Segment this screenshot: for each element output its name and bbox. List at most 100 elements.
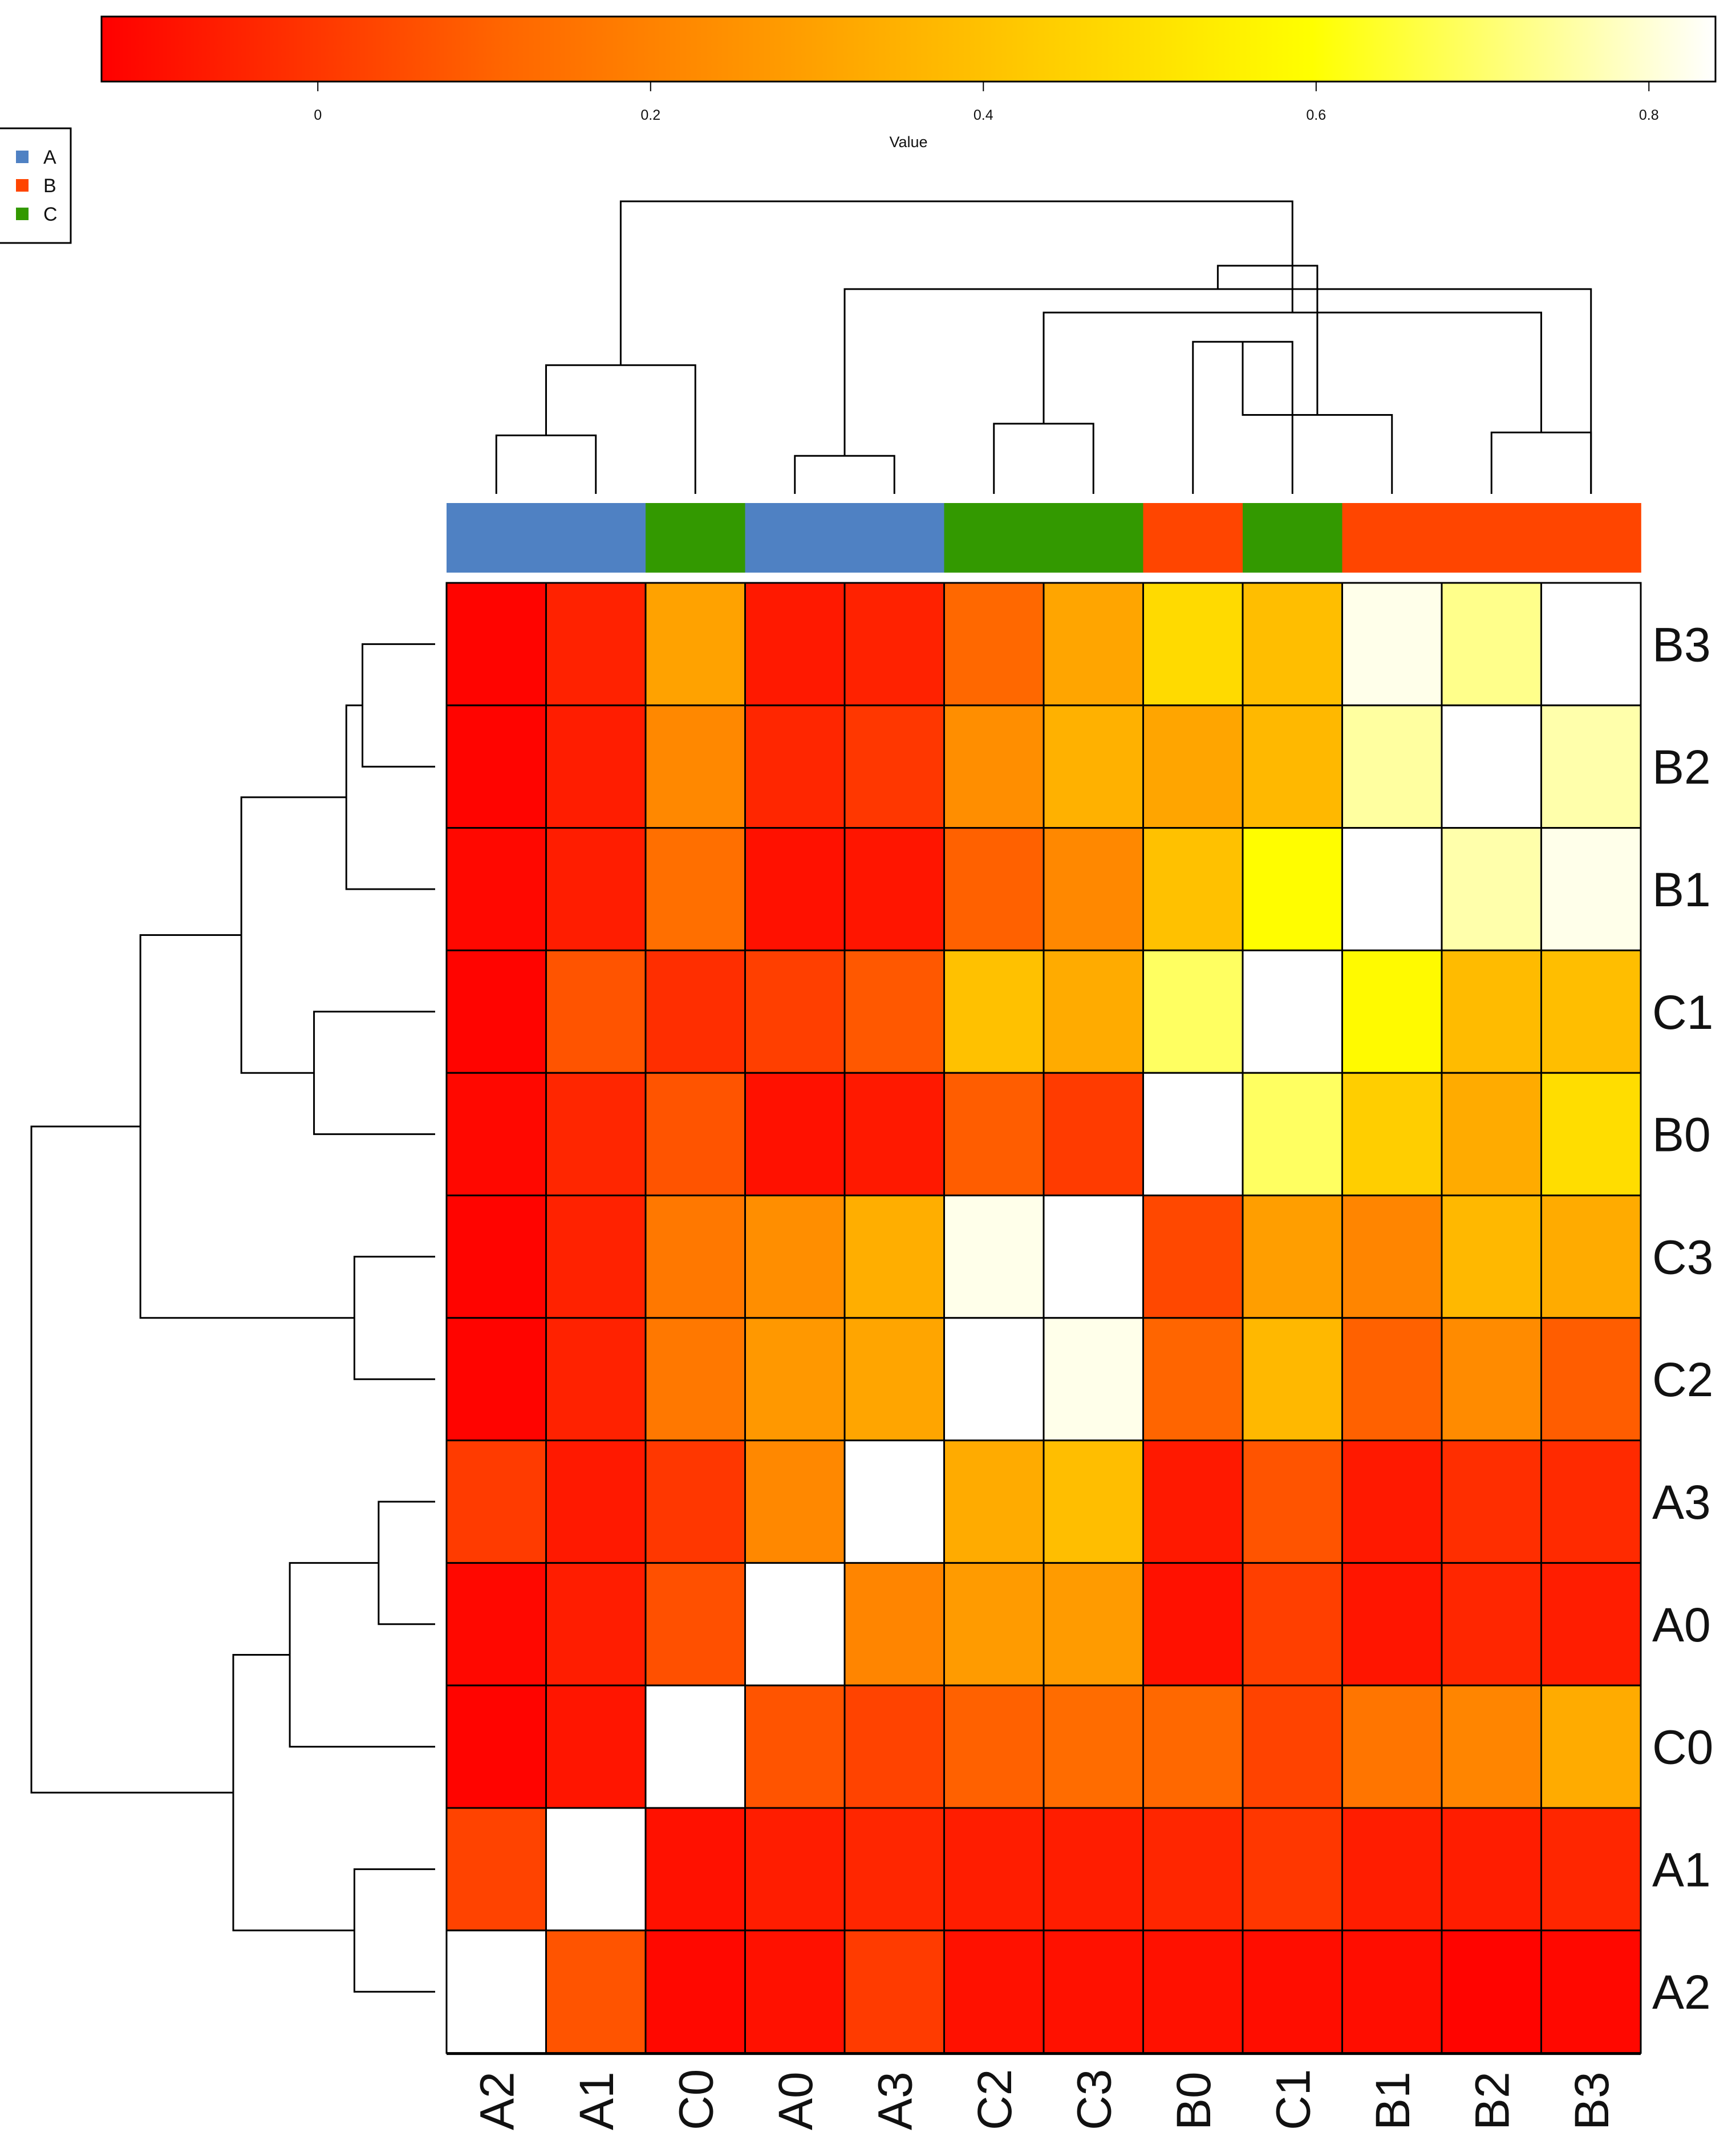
heatmap-cell-a0-a3 <box>843 1562 945 1686</box>
colorbar-ticks: 0 0.2 0.4 0.6 0.8 <box>314 82 1659 123</box>
row-dendrogram-link <box>240 796 347 1074</box>
heatmap-cell-b1-a1 <box>545 827 647 951</box>
heatmap-cell-b0-b0 <box>1142 1072 1244 1197</box>
heatmap-cell-c2-c2 <box>943 1317 1045 1442</box>
heatmap-cell-b2-c2 <box>943 704 1045 829</box>
row-label-c3: C3 <box>1652 1230 1713 1284</box>
heatmap-cell-a3-c1 <box>1242 1440 1343 1564</box>
row-label-b3: B3 <box>1652 618 1711 671</box>
heatmap-cell-c3-b0 <box>1142 1194 1244 1319</box>
heatmap-cell-a3-c2 <box>943 1440 1045 1564</box>
heatmap-cell-a3-b3 <box>1540 1440 1642 1564</box>
heatmap-cell-b3-b0 <box>1142 582 1244 707</box>
heatmap-cell-c1-a2 <box>445 949 547 1074</box>
heatmap-cell-a3-a3 <box>843 1440 945 1564</box>
heatmap-cell-b0-a1 <box>545 1072 647 1197</box>
heatmap-cell-a2-b1 <box>1341 1929 1443 2054</box>
heatmap-cell-a2-c2 <box>943 1929 1045 2054</box>
heatmap-cell-a0-c1 <box>1242 1562 1343 1686</box>
heatmap-cell-b3-c3 <box>1043 582 1144 707</box>
column-group-c1 <box>1243 503 1343 573</box>
heatmap-cell-b3-a0 <box>744 582 846 707</box>
heatmap-cell-b2-b0 <box>1142 704 1244 829</box>
column-label-c2: C2 <box>968 2069 1021 2130</box>
heatmap-cell-c1-c2 <box>943 949 1045 1074</box>
heatmap-cell-a1-b0 <box>1142 1807 1244 1932</box>
row-dendrogram-link <box>353 1868 435 1993</box>
heatmap-cell-b1-b3 <box>1540 827 1642 951</box>
heatmap-cell-b0-a0 <box>744 1072 846 1197</box>
legend-label-c: C <box>43 204 58 225</box>
colorbar-gradient <box>100 15 1717 83</box>
heatmap-cell-b2-a0 <box>744 704 846 829</box>
column-group-a3 <box>845 503 945 573</box>
column-label-a0: A0 <box>769 2071 822 2130</box>
heatmap-cell-c3-a1 <box>545 1194 647 1319</box>
column-group-c3 <box>1044 503 1144 573</box>
heatmap-cell-b2-b1 <box>1341 704 1443 829</box>
heatmap-cell-b3-a1 <box>545 582 647 707</box>
column-dendrogram-link <box>1216 265 1319 415</box>
heatmap-cell-c0-b0 <box>1142 1684 1244 1809</box>
heatmap-cell-b2-b3 <box>1540 704 1642 829</box>
row-label-c0: C0 <box>1652 1721 1713 1774</box>
heatmap-cell-b0-a2 <box>445 1072 547 1197</box>
heatmap-cell-a2-a2 <box>445 1929 547 2054</box>
row-label-a3: A3 <box>1652 1475 1711 1529</box>
heatmap-cell-b1-b1 <box>1341 827 1443 951</box>
legend-swatch-c <box>16 208 29 220</box>
heatmap-cell-a2-c3 <box>1043 1929 1144 2054</box>
heatmap-cell-c1-b2 <box>1441 949 1542 1074</box>
heatmap-cell-b0-b2 <box>1441 1072 1542 1197</box>
heatmap-cell-b0-c2 <box>943 1072 1045 1197</box>
heatmap-cell-a1-c1 <box>1242 1807 1343 1932</box>
column-group-bar <box>447 503 1641 573</box>
column-label-b0: B0 <box>1167 2071 1220 2130</box>
heatmap-cell-c0-c1 <box>1242 1684 1343 1809</box>
heatmap-cell-a1-b1 <box>1341 1807 1443 1932</box>
column-label-a3: A3 <box>868 2071 922 2130</box>
heatmap-cell-a3-a1 <box>545 1440 647 1564</box>
heatmap-cell-a0-c2 <box>943 1562 1045 1686</box>
heatmap-cell-a2-b3 <box>1540 1929 1642 2054</box>
heatmap-cell-c0-a3 <box>843 1684 945 1809</box>
heatmap-cell-b0-c0 <box>644 1072 746 1197</box>
column-group-a0 <box>745 503 845 573</box>
column-group-c0 <box>646 503 746 573</box>
heatmap-cell-b3-c2 <box>943 582 1045 707</box>
row-dendrogram-link <box>378 1501 435 1625</box>
heatmap-cell-a1-a2 <box>445 1807 547 1932</box>
column-label-c3: C3 <box>1067 2069 1121 2130</box>
heatmap-cell-b2-a1 <box>545 704 647 829</box>
heatmap-cell-b2-a3 <box>843 704 945 829</box>
heatmap-cell-b2-c0 <box>644 704 746 829</box>
heatmap-cell-c2-c0 <box>644 1317 746 1442</box>
row-label-a0: A0 <box>1652 1598 1711 1652</box>
heatmap-cell-c1-b3 <box>1540 949 1642 1074</box>
column-dendrogram-link <box>843 288 1592 494</box>
colorbar-tick-label: 0.4 <box>974 107 993 123</box>
heatmap-cell-b0-b1 <box>1341 1072 1443 1197</box>
column-label-c0: C0 <box>669 2069 723 2130</box>
heatmap-cell-a1-a0 <box>744 1807 846 1932</box>
colorbar-axis-label: Value <box>889 133 927 151</box>
heatmap-cell-a3-a2 <box>445 1440 547 1564</box>
row-label-b0: B0 <box>1652 1108 1711 1162</box>
colorbar-tick-label: 0.6 <box>1306 107 1326 123</box>
heatmap-cell-b2-c1 <box>1242 704 1343 829</box>
heatmap-cell-b3-c1 <box>1242 582 1343 707</box>
heatmap-cell-a0-b3 <box>1540 1562 1642 1686</box>
heatmap-cells <box>445 582 1642 2055</box>
heatmap-cell-c2-a0 <box>744 1317 846 1442</box>
heatmap-cell-c3-a0 <box>744 1194 846 1319</box>
heatmap-cell-b0-c3 <box>1043 1072 1144 1197</box>
row-dendrogram-link <box>289 1562 435 1748</box>
heatmap-cell-a0-a1 <box>545 1562 647 1686</box>
heatmap-cell-c2-b3 <box>1540 1317 1642 1442</box>
heatmap-cell-b2-c3 <box>1043 704 1144 829</box>
heatmap-cell-b3-b1 <box>1341 582 1443 707</box>
heatmap-cell-a3-b1 <box>1341 1440 1443 1564</box>
heatmap-cell-a0-b0 <box>1142 1562 1244 1686</box>
row-label-a1: A1 <box>1652 1843 1711 1896</box>
